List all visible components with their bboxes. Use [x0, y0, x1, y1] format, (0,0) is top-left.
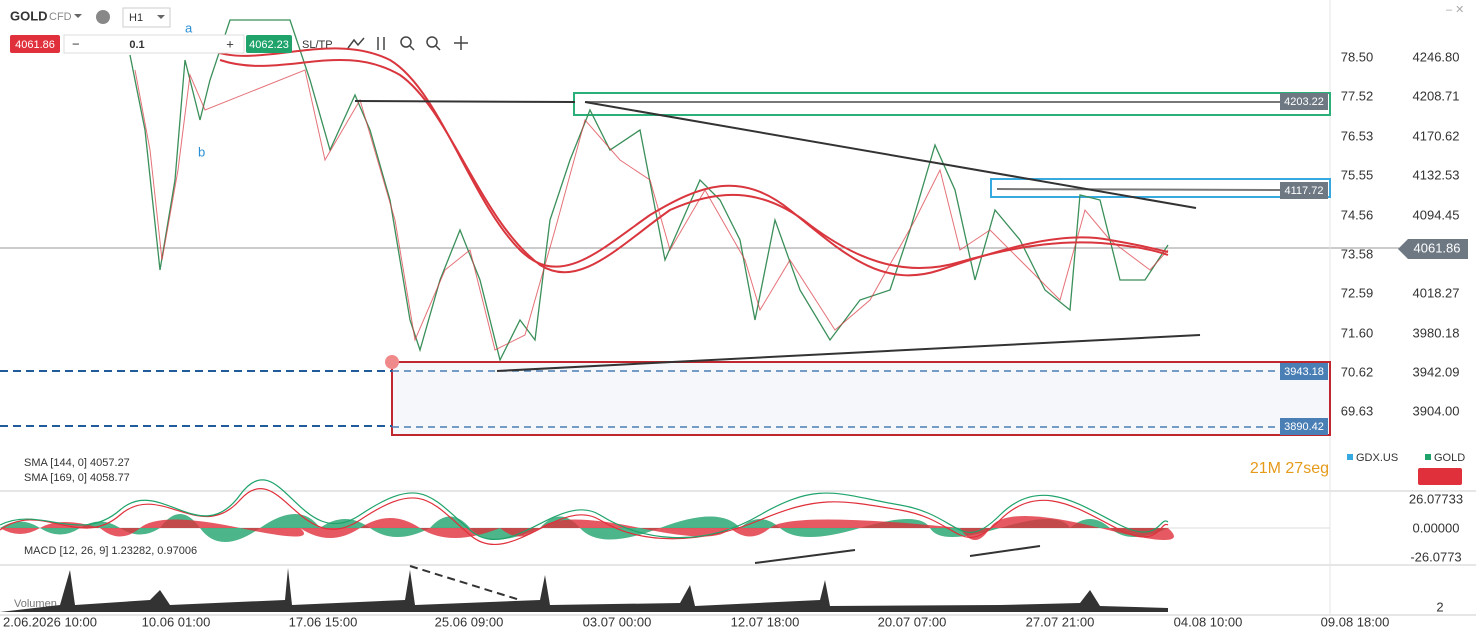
level-tag — [1280, 418, 1328, 435]
wave-label: a — [185, 20, 193, 35]
indicator-label[interactable]: SMA [144, 0] 4057.27 — [24, 457, 130, 469]
resistance-zone — [990, 178, 1331, 198]
dropdown-arrow — [157, 15, 165, 19]
plus[interactable]: + — [226, 36, 234, 51]
price-label: 71.60 — [1341, 325, 1374, 340]
volume-input[interactable] — [63, 34, 245, 54]
level-tag — [1280, 93, 1328, 110]
level-price: 4117.72 — [1285, 185, 1324, 197]
level-price: 4203.22 — [1284, 96, 1324, 108]
sell-price: 4061.86 — [15, 39, 55, 51]
trendline — [409, 565, 521, 601]
price-label: 4170.62 — [1413, 128, 1460, 143]
macd-axis-label: 26.07733 — [1409, 491, 1463, 506]
wave-label: b — [198, 144, 205, 159]
legend-swatch — [1425, 454, 1431, 460]
timeframe: H1 — [129, 12, 143, 24]
resistance-zone — [573, 92, 1331, 116]
level-price: 3890.42 — [1284, 421, 1324, 433]
time-axis: 2.06.2026 10:00 10.06 01:00 17.06 15:00 … — [3, 614, 1389, 629]
macd-axis-label: -26.0773 — [1410, 549, 1461, 564]
volume-bars — [0, 568, 1168, 612]
price-label: 78.50 — [1341, 49, 1374, 64]
time-label: 17.06 15:00 — [289, 614, 358, 629]
price-series — [129, 19, 1169, 362]
time-label: 04.08 10:00 — [1174, 614, 1243, 629]
legend-swatch — [1347, 454, 1353, 460]
price-label: 77.52 — [1341, 88, 1374, 103]
trendline — [496, 334, 1201, 372]
candle-timer: 21M 27seg — [1250, 460, 1329, 477]
time-label: 2.06.2026 10:00 — [3, 614, 97, 629]
legend-button[interactable] — [1418, 468, 1462, 485]
price-label: 3904.00 — [1413, 403, 1460, 418]
macd-histogram — [0, 516, 1174, 540]
price-label: 3980.18 — [1413, 325, 1460, 340]
time-label: 03.07 00:00 — [583, 614, 652, 629]
trendline — [584, 101, 1197, 209]
current-price: 4061.86 — [1414, 240, 1461, 255]
right-price-axis: 4246.80 4208.71 4170.62 4132.53 4094.45 … — [1413, 49, 1460, 418]
dropdown-arrow[interactable] — [74, 14, 82, 18]
sma-144 — [209, 47, 1169, 277]
price-label: 73.58 — [1341, 246, 1374, 261]
time-label: 12.07 18:00 — [731, 614, 800, 629]
level-price: 3943.18 — [1284, 366, 1324, 378]
price-label: 76.53 — [1341, 128, 1374, 143]
price-label: 3942.09 — [1413, 364, 1460, 379]
left-price-axis: 78.50 77.52 76.53 75.55 74.56 73.58 72.5… — [1341, 49, 1374, 418]
level-tag — [1280, 182, 1328, 199]
sell-button[interactable] — [10, 35, 60, 53]
level-tag — [1280, 363, 1328, 380]
indicator-label[interactable]: SMA [169, 0] 4058.77 — [24, 472, 130, 484]
level-line — [996, 188, 1281, 191]
macd-line — [0, 479, 1169, 541]
symbol[interactable]: GOLD — [10, 8, 48, 23]
legend-item[interactable]: GOLD — [1434, 452, 1465, 464]
volume: 0.1 — [129, 39, 144, 51]
price-label: 4246.80 — [1413, 49, 1460, 64]
trendline — [754, 549, 856, 564]
indicator-label[interactable]: MACD [12, 26, 9] 1.23282, 0.97006 — [24, 545, 197, 557]
sma-169 — [219, 59, 1169, 274]
buy-price: 4062.23 — [249, 39, 289, 51]
support-zone — [391, 361, 1331, 436]
current-price-tag — [1398, 239, 1468, 259]
trendline — [969, 545, 1041, 557]
price-label: 72.59 — [1341, 285, 1374, 300]
timeframe-select[interactable] — [122, 7, 171, 28]
price-label: 4094.45 — [1413, 207, 1460, 222]
buy-button[interactable] — [246, 35, 292, 53]
macd-axis-label: 0.00000 — [1413, 520, 1460, 535]
price-series — [134, 69, 1169, 351]
time-label: 09.08 18:00 — [1321, 614, 1390, 629]
info-icon[interactable] — [96, 10, 110, 24]
price-label: 4018.27 — [1413, 285, 1460, 300]
price-label: 69.63 — [1341, 403, 1374, 418]
symbol-type: CFD — [49, 11, 72, 23]
price-label: 4208.71 — [1413, 88, 1460, 103]
time-label: 10.06 01:00 — [142, 614, 211, 629]
toolbar-icons[interactable] — [347, 36, 468, 51]
trendline — [354, 100, 576, 103]
legend-item[interactable]: GDX.US — [1356, 452, 1398, 464]
price-label: 70.62 — [1341, 364, 1374, 379]
time-label: 27.07 21:00 — [1026, 614, 1095, 629]
volume-axis-label: 2 — [1436, 599, 1443, 614]
price-label: 74.56 — [1341, 207, 1374, 222]
price-label: 4132.53 — [1413, 167, 1460, 182]
sltp-button[interactable]: SL/TP — [302, 39, 333, 51]
window-controls[interactable]: – ✕ — [1446, 4, 1464, 16]
time-label: 20.07 07:00 — [878, 614, 947, 629]
price-label: 75.55 — [1341, 167, 1374, 182]
minus[interactable]: − — [72, 36, 80, 51]
time-label: 25.06 09:00 — [435, 614, 504, 629]
anchor-point[interactable] — [385, 355, 399, 369]
